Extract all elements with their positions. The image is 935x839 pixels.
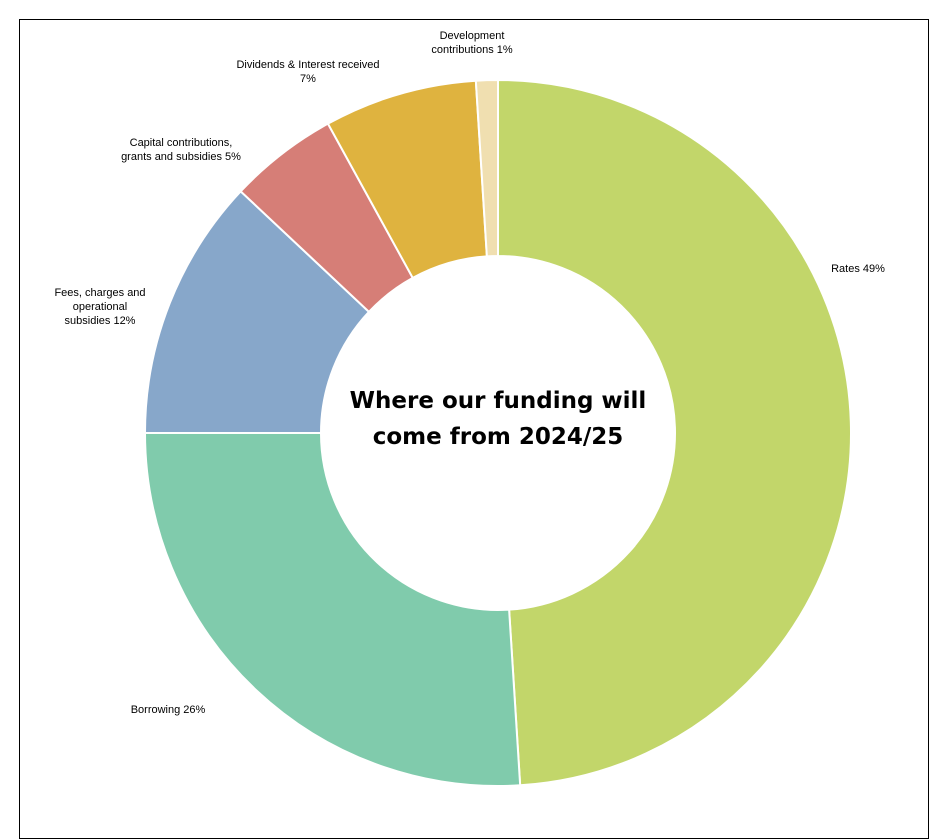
slice-label-4-line-1: 7%	[300, 73, 316, 85]
slice-label-5-line-0: Development	[440, 30, 505, 42]
donut-slice-1	[143, 432, 522, 787]
slice-label-1-line-0: Borrowing 26%	[131, 704, 206, 716]
slice-label-2: Fees, charges and operational subsidies 12…	[54, 287, 145, 327]
donut-slice-5	[474, 78, 499, 258]
chart-title-line-1: Where our funding will	[349, 388, 647, 414]
slice-label-2-line-1: operational	[73, 301, 127, 313]
slice-label-3: Capital contributions, grants and subsidi…	[121, 137, 241, 163]
chart-title: Where our funding will come from 2024/25	[298, 383, 698, 455]
slice-label-2-line-0: Fees, charges and	[54, 287, 145, 299]
donut-slice-0	[497, 78, 852, 787]
slice-label-2-line-2: subsidies 12%	[65, 315, 136, 327]
slice-label-4: Dividends & Interest received 7%	[236, 59, 379, 85]
labels-group: Rates 49% Borrowing 26% Fees, charges and o…	[54, 30, 885, 716]
slices-group	[143, 78, 852, 787]
slice-label-0-line-0: Rates 49%	[831, 263, 885, 275]
chart-title-line-2: come from 2024/25	[372, 424, 624, 450]
slice-label-5: Development contributions 1%	[431, 30, 513, 56]
slice-label-4-line-0: Dividends & Interest received	[236, 59, 379, 71]
slice-label-3-line-0: Capital contributions,	[130, 137, 233, 149]
slice-label-5-line-1: contributions 1%	[431, 44, 513, 56]
donut-chart: Rates 49% Borrowing 26% Fees, charges and o…	[54, 30, 885, 787]
slice-label-0: Rates 49%	[831, 263, 885, 275]
slice-label-1: Borrowing 26%	[131, 704, 206, 716]
slice-label-3-line-1: grants and subsidies 5%	[121, 151, 241, 163]
